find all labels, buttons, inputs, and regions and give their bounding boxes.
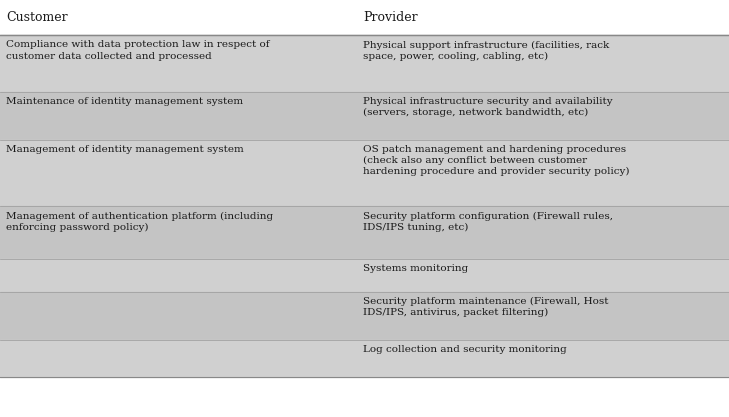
Text: Customer: Customer: [6, 11, 68, 24]
Bar: [0, 292, 729, 340]
Text: Management of authentication platform (including
enforcing password policy): Management of authentication platform (i…: [6, 211, 273, 232]
Bar: [0, 92, 729, 140]
Bar: [0, 0, 729, 35]
Text: Security platform configuration (Firewall rules,
IDS/IPS tuning, etc): Security platform configuration (Firewal…: [363, 211, 613, 232]
Bar: [0, 259, 729, 292]
Text: Provider: Provider: [363, 11, 418, 24]
Text: Management of identity management system: Management of identity management system: [6, 145, 243, 154]
Text: Maintenance of identity management system: Maintenance of identity management syste…: [6, 97, 243, 106]
Bar: [0, 35, 729, 92]
Text: Security platform maintenance (Firewall, Host
IDS/IPS, antivirus, packet filteri: Security platform maintenance (Firewall,…: [363, 297, 609, 317]
Text: Systems monitoring: Systems monitoring: [363, 264, 468, 273]
Text: Log collection and security monitoring: Log collection and security monitoring: [363, 345, 566, 354]
Bar: [0, 340, 729, 377]
Bar: [0, 140, 729, 206]
Text: Physical support infrastructure (facilities, rack
space, power, cooling, cabling: Physical support infrastructure (facilit…: [363, 40, 609, 61]
Text: OS patch management and hardening procedures
(check also any conflict between cu: OS patch management and hardening proced…: [363, 145, 630, 176]
Text: Physical infrastructure security and availability
(servers, storage, network ban: Physical infrastructure security and ava…: [363, 97, 612, 117]
Bar: [0, 206, 729, 259]
Text: Compliance with data protection law in respect of
customer data collected and pr: Compliance with data protection law in r…: [6, 40, 269, 60]
